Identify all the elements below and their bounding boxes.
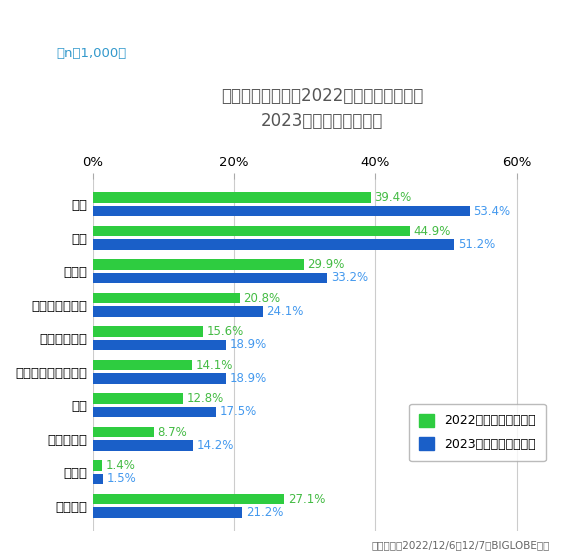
Text: 53.4%: 53.4% xyxy=(473,204,511,217)
Bar xyxy=(92,407,216,417)
Text: 24.1%: 24.1% xyxy=(266,305,304,318)
Bar xyxy=(92,360,192,370)
Bar xyxy=(92,206,470,216)
Legend: 2022年楽しかったこと, 2023年楽しみたいこと: 2022年楽しかったこと, 2023年楽しみたいこと xyxy=(409,404,546,461)
Text: 29.9%: 29.9% xyxy=(307,258,345,271)
Title: 余暇・レジャーで2022年楽しかったこと
2023年楽しみたいこと: 余暇・レジャーで2022年楽しかったこと 2023年楽しみたいこと xyxy=(221,87,424,130)
Text: 18.9%: 18.9% xyxy=(230,372,267,385)
Text: 14.2%: 14.2% xyxy=(196,439,234,452)
Bar xyxy=(92,239,455,250)
Text: 21.2%: 21.2% xyxy=(246,506,284,519)
Bar xyxy=(92,393,183,404)
Text: 15.6%: 15.6% xyxy=(206,325,244,338)
Text: （n＝1,000）: （n＝1,000） xyxy=(57,47,127,60)
Bar xyxy=(92,373,226,384)
Bar xyxy=(92,192,371,203)
Text: 調査期間：2022/12/6～12/7　BIGLOBE調べ: 調査期間：2022/12/6～12/7 BIGLOBE調べ xyxy=(371,540,550,550)
Bar xyxy=(92,326,203,337)
Text: 44.9%: 44.9% xyxy=(413,224,451,238)
Bar xyxy=(92,460,103,471)
Bar xyxy=(92,340,226,350)
Bar xyxy=(92,226,410,237)
Text: 39.4%: 39.4% xyxy=(375,191,412,204)
Text: 33.2%: 33.2% xyxy=(331,271,368,285)
Bar xyxy=(92,473,103,484)
Bar xyxy=(92,494,284,505)
Text: 14.1%: 14.1% xyxy=(196,359,233,372)
Bar xyxy=(92,272,327,284)
Bar xyxy=(92,259,304,270)
Text: 27.1%: 27.1% xyxy=(287,492,325,506)
Bar xyxy=(92,306,263,317)
Text: 12.8%: 12.8% xyxy=(187,392,224,405)
Text: 8.7%: 8.7% xyxy=(158,426,187,438)
Text: 1.4%: 1.4% xyxy=(106,459,136,472)
Text: 17.5%: 17.5% xyxy=(220,405,257,418)
Text: 1.5%: 1.5% xyxy=(107,472,137,486)
Text: 18.9%: 18.9% xyxy=(230,339,267,351)
Text: 51.2%: 51.2% xyxy=(458,238,495,251)
Bar xyxy=(92,507,243,518)
Text: 20.8%: 20.8% xyxy=(243,291,280,305)
Bar xyxy=(92,293,240,304)
Bar xyxy=(92,427,154,437)
Bar xyxy=(92,440,193,451)
